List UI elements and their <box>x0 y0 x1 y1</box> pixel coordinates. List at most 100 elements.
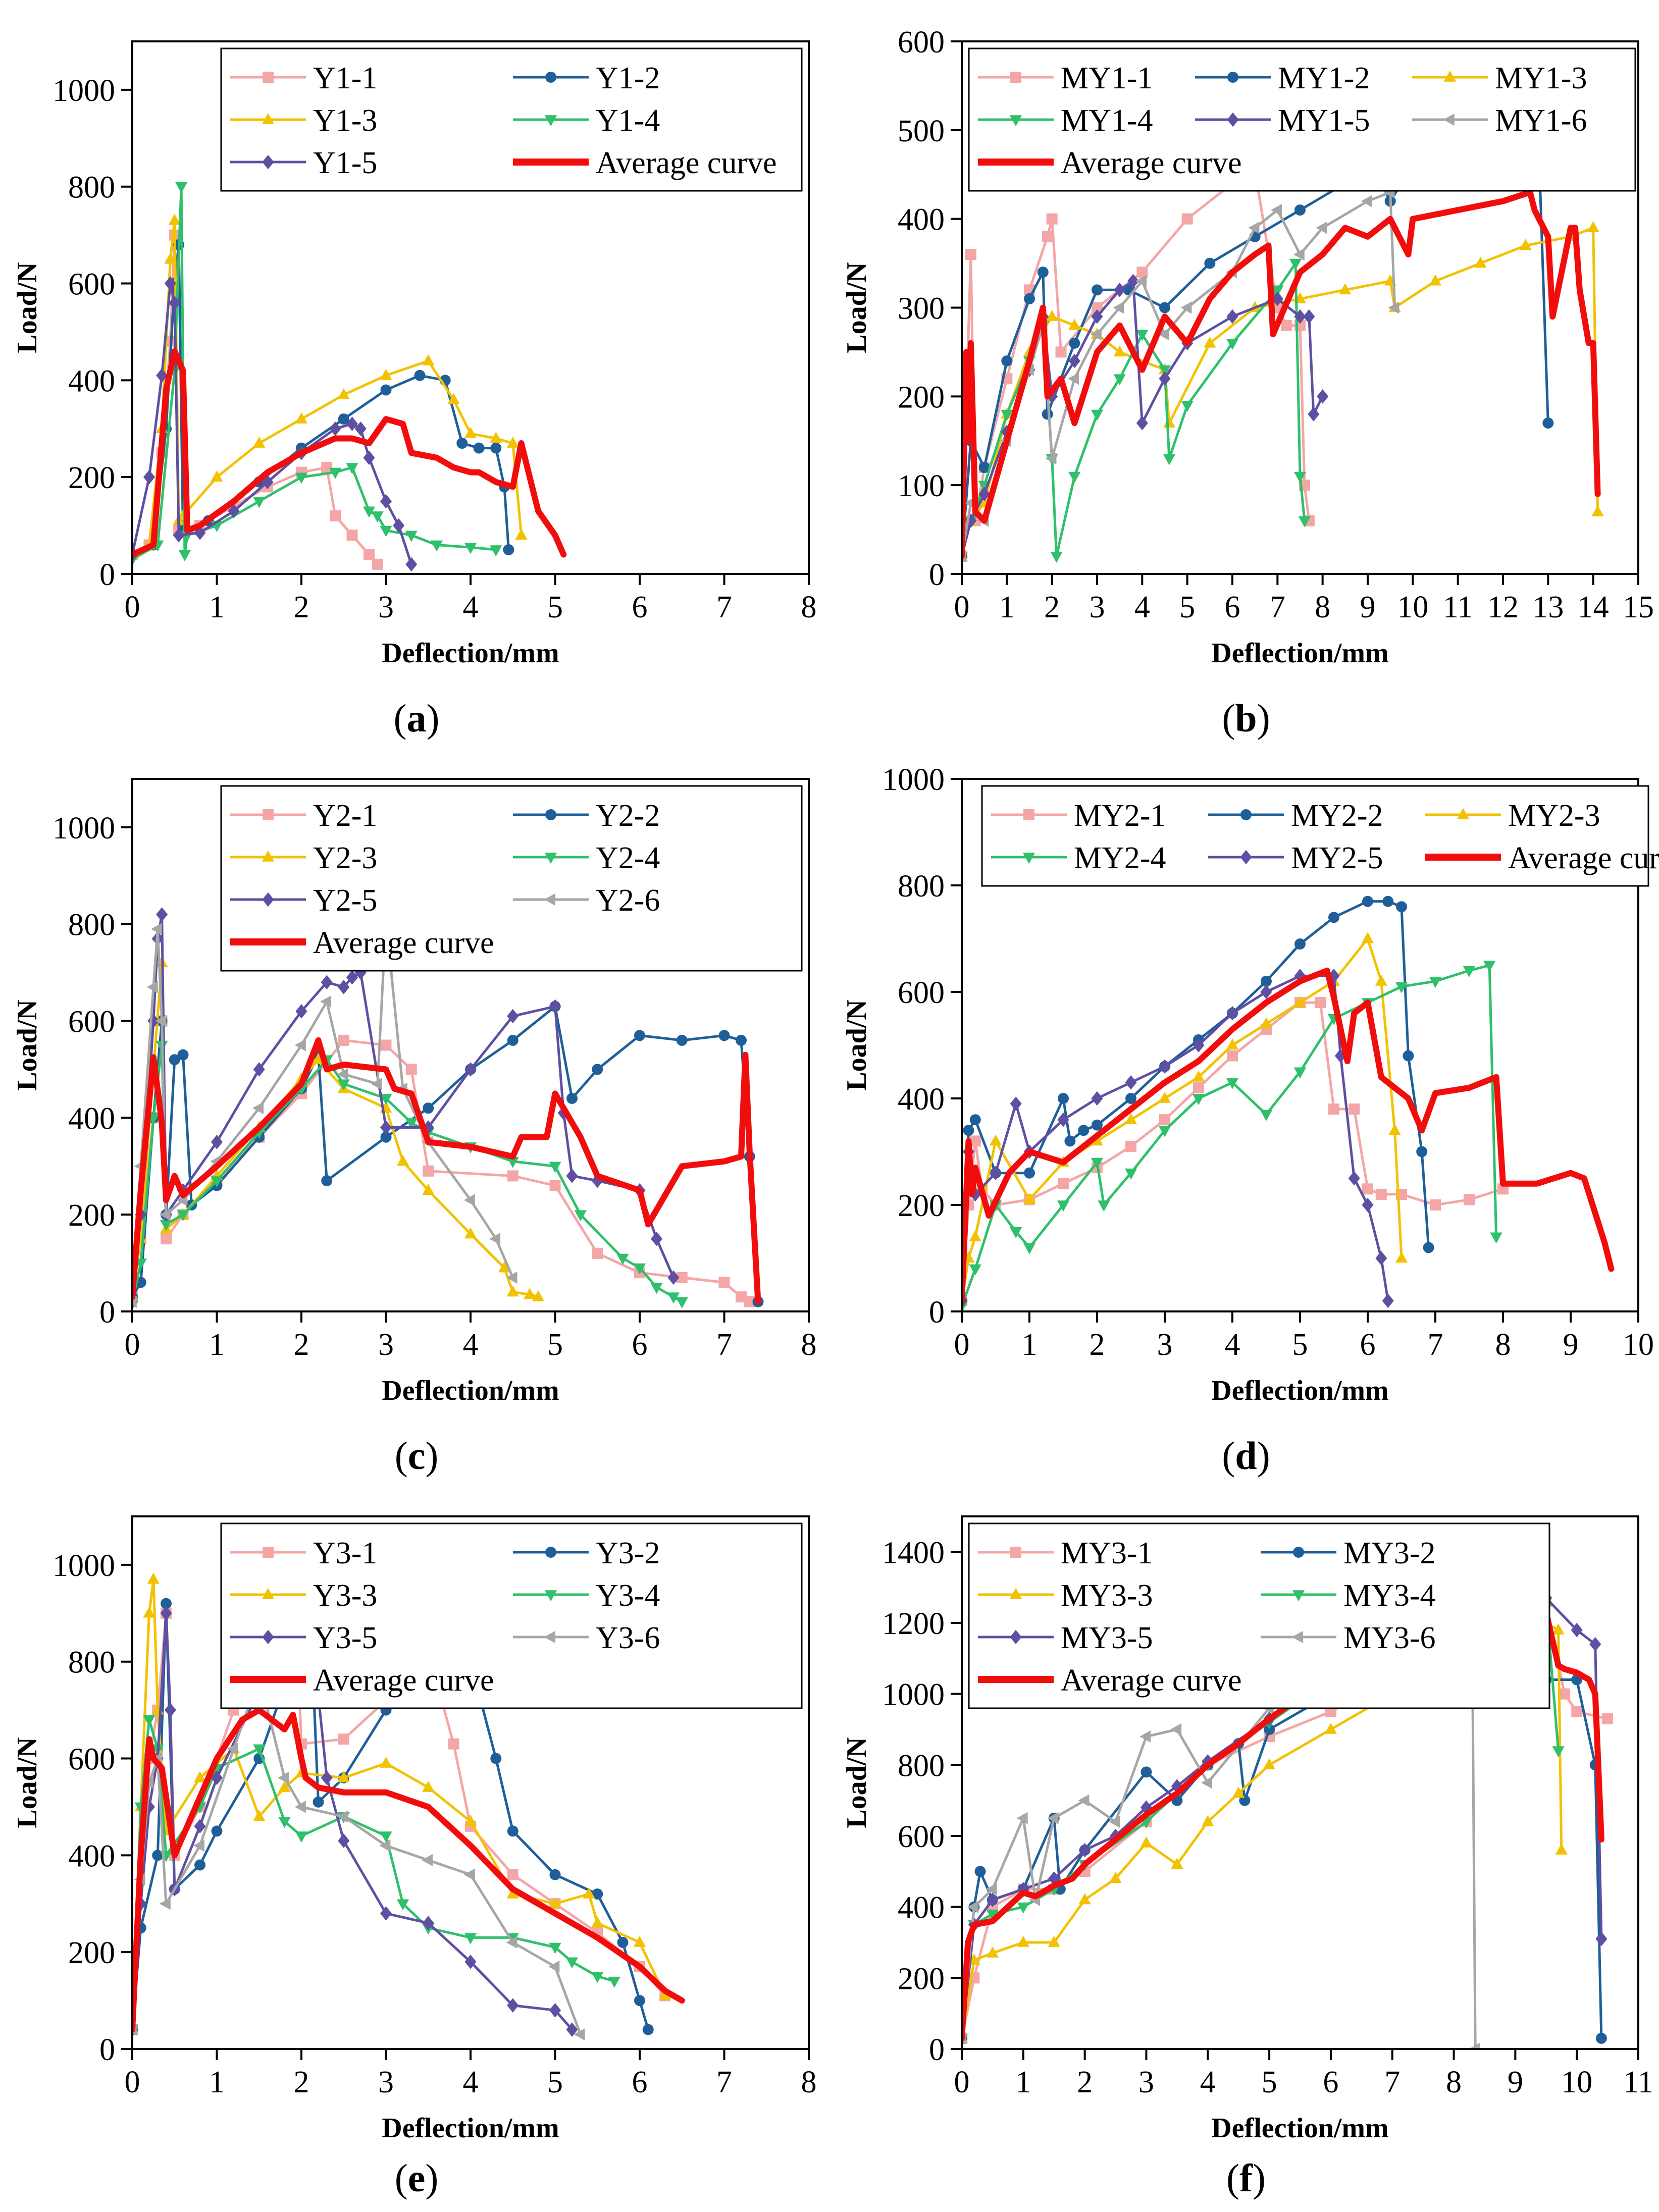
data-point <box>1328 1103 1339 1115</box>
data-point <box>1078 1794 1090 1807</box>
data-point <box>1395 1251 1408 1263</box>
caption-letter: f <box>1239 2156 1253 2200</box>
x-tick-label: 1 <box>209 590 225 624</box>
data-point <box>736 1034 747 1046</box>
legend-swatch-marker <box>1240 809 1252 820</box>
data-point <box>1001 409 1013 421</box>
data-point <box>1109 1872 1122 1883</box>
data-point <box>1395 982 1408 993</box>
data-point <box>642 2024 654 2035</box>
legend-label: Average curve <box>1061 1663 1242 1698</box>
legend-label: Average curve <box>313 1663 494 1698</box>
legend-label: Y2-2 <box>596 799 660 833</box>
series-line <box>132 282 413 566</box>
legend-entry: Y2-6 <box>513 883 660 918</box>
x-tick-label: 4 <box>1200 2065 1216 2099</box>
legend-label: Average curve <box>1061 146 1242 180</box>
data-point <box>1226 339 1239 350</box>
x-tick-label: 8 <box>1315 590 1330 624</box>
data-point <box>278 1771 289 1784</box>
data-point <box>1315 997 1326 1009</box>
y-axis-label: Load/N <box>841 1737 872 1828</box>
data-point <box>1163 416 1176 428</box>
data-point <box>380 384 392 396</box>
y-tick-label: 600 <box>898 25 945 60</box>
data-point <box>329 421 341 436</box>
legend-label: MY3-4 <box>1343 1578 1436 1613</box>
x-axis-label: Deflection/mm <box>382 2113 559 2144</box>
data-point <box>1226 1038 1239 1050</box>
legend-swatch-marker <box>262 892 274 907</box>
data-point <box>1136 330 1149 341</box>
y-tick-label: 100 <box>898 469 945 503</box>
legend-swatch-marker <box>262 850 275 862</box>
data-point <box>161 1598 172 1609</box>
data-point <box>1293 1067 1307 1079</box>
data-point <box>422 1780 435 1792</box>
caption-close-paren: ) <box>1257 1434 1270 1478</box>
series-line <box>132 1718 616 2031</box>
legend-frame <box>968 1522 1550 1709</box>
data-point <box>1159 302 1170 313</box>
y-axis-label: Load/N <box>12 262 43 353</box>
data-point <box>1047 1812 1059 1824</box>
y-tick-label: 600 <box>68 1005 115 1039</box>
chart-panel-d: 0 1 2 3 4 5 6 7 8 9 10 0 200 400 600 800 1000 Deflection/… <box>841 763 1659 1406</box>
data-point <box>1324 1722 1337 1734</box>
data-point <box>1595 1931 1608 1946</box>
data-point <box>147 1572 160 1584</box>
legend-label: MY3-3 <box>1061 1578 1153 1613</box>
data-point <box>1092 302 1103 313</box>
y-tick-label: 800 <box>68 1646 115 1680</box>
data-point <box>566 1169 578 1183</box>
x-tick-label: 0 <box>954 2065 970 2099</box>
data-point <box>566 1093 578 1104</box>
x-tick-label: 6 <box>632 2065 648 2099</box>
legend-label: Y1-2 <box>596 61 660 95</box>
data-point <box>422 354 435 365</box>
data-point <box>1559 1688 1570 1700</box>
y-tick-label: 200 <box>898 1189 945 1223</box>
data-point <box>659 1989 671 2000</box>
legend-label: Average curve <box>313 926 494 960</box>
legend-entry: Y2-2 <box>513 799 660 833</box>
subfigure-caption-a: (a) <box>341 696 492 741</box>
legend-label: Y3-6 <box>596 1621 660 1655</box>
data-point <box>591 1972 604 1983</box>
data-point <box>168 214 181 225</box>
caption-open-paren: ( <box>394 2156 408 2200</box>
data-point <box>574 2028 585 2041</box>
legend-entry: Average curve <box>978 146 1242 180</box>
legend-swatch-marker <box>1291 1630 1303 1644</box>
data-point <box>464 1955 477 1969</box>
data-point <box>524 1288 536 1299</box>
x-tick-label: 13 <box>1532 590 1564 624</box>
data-point <box>228 504 240 518</box>
data-point <box>143 1715 155 1727</box>
legend-entry: MY1-4 <box>978 103 1153 138</box>
data-point <box>1349 1103 1360 1115</box>
data-point <box>295 472 308 484</box>
data-point <box>1091 309 1103 324</box>
y-axis-label: Load/N <box>841 262 872 353</box>
legend-entry: Y1-1 <box>230 61 377 95</box>
data-point <box>1163 454 1176 465</box>
data-point <box>676 1034 688 1046</box>
data-point <box>1181 213 1193 225</box>
legend-entry: MY3-5 <box>978 1621 1153 1655</box>
data-point <box>346 530 358 541</box>
x-tick-label: 0 <box>954 590 970 624</box>
data-point <box>548 1960 560 1973</box>
data-point <box>566 2022 578 2037</box>
x-tick-label: 10 <box>1397 590 1428 624</box>
legend-label: Average curve <box>596 146 777 180</box>
data-point <box>1362 896 1373 907</box>
x-tick-label: 3 <box>378 2065 394 2099</box>
data-point <box>295 412 308 424</box>
data-point <box>329 467 342 479</box>
data-point <box>506 436 519 448</box>
y-tick-label: 800 <box>898 1749 945 1783</box>
data-point <box>1362 1197 1374 1213</box>
data-point <box>156 368 168 383</box>
x-tick-label: 4 <box>1225 1328 1240 1362</box>
